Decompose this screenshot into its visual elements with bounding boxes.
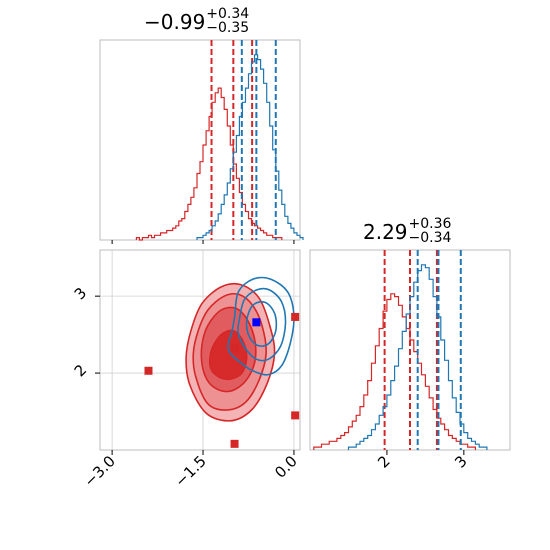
x2-marginal-tick-label: 3 [451, 452, 470, 471]
x1-marginal-blue-histogram-line [196, 54, 304, 240]
blue-contour-0.68 [237, 287, 287, 362]
red-marker [230, 439, 239, 448]
joint-x-tick-label: 0.0 [271, 452, 301, 482]
blue-marker [252, 318, 261, 327]
x1-marginal-red-histogram-line [135, 87, 283, 241]
x1-marginal-frame [99, 39, 301, 241]
red-marker [291, 411, 300, 420]
joint-y-tick-label: 3 [71, 284, 90, 303]
x1-title-minus: −0.35 [206, 20, 250, 36]
red-marker [231, 344, 240, 353]
joint-y-tick-label: 2 [71, 361, 90, 380]
joint-contour-panel: −3.0 −1.5 0.0 2 3 [71, 249, 301, 491]
x1-marginal-histogram [99, 39, 304, 244]
x1-title-value: −0.99 [144, 10, 206, 34]
blue-contour-0.39 [245, 301, 278, 347]
red-marker [291, 312, 300, 321]
x1-title-plus: +0.34 [206, 6, 250, 22]
joint-frame [99, 249, 301, 451]
red-marker [144, 366, 153, 375]
x1-title: −0.99 +0.34 −0.35 [144, 7, 249, 35]
x2-title-plus: +0.36 [408, 216, 452, 232]
x2-title-value: 2.29 [363, 220, 408, 244]
x2-title-minus: −0.34 [408, 230, 452, 246]
x2-marginal-tick-label: 2 [374, 452, 393, 471]
x2-marginal-red-histogram-line [313, 293, 476, 450]
x2-marginal-blue-histogram-line [347, 264, 488, 450]
x2-title: 2.29 +0.36 −0.34 [363, 217, 451, 245]
blue-contour-0.86 [227, 276, 295, 376]
joint-x-tick-label: −1.5 [171, 452, 209, 490]
joint-x-tick-label: −3.0 [80, 452, 118, 490]
